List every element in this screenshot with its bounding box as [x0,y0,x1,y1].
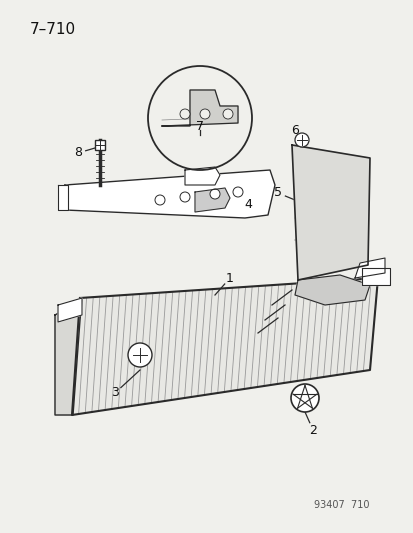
Polygon shape [361,268,389,285]
Circle shape [290,384,318,412]
Circle shape [199,109,209,119]
Text: 3: 3 [111,386,119,400]
Circle shape [233,187,242,197]
Circle shape [128,343,152,367]
Text: 8: 8 [74,147,82,159]
Polygon shape [294,275,369,305]
Polygon shape [185,167,219,185]
Text: 2: 2 [309,424,316,437]
Text: 7–710: 7–710 [30,22,76,37]
Text: 6: 6 [290,124,298,136]
FancyBboxPatch shape [95,140,105,150]
Polygon shape [58,298,82,322]
Circle shape [209,189,219,199]
Polygon shape [55,300,82,415]
Polygon shape [161,90,237,126]
Polygon shape [195,188,230,212]
Circle shape [180,109,190,119]
Text: 1: 1 [225,271,233,285]
Text: 5: 5 [273,187,281,199]
Polygon shape [72,278,377,415]
Circle shape [223,109,233,119]
Circle shape [294,133,308,147]
Text: 7: 7 [195,120,204,133]
Circle shape [180,192,190,202]
Polygon shape [65,170,274,218]
Polygon shape [58,185,68,210]
Circle shape [154,195,165,205]
Polygon shape [354,258,384,278]
Text: 4: 4 [244,198,252,212]
Polygon shape [291,145,369,280]
Text: 93407  710: 93407 710 [314,500,369,510]
